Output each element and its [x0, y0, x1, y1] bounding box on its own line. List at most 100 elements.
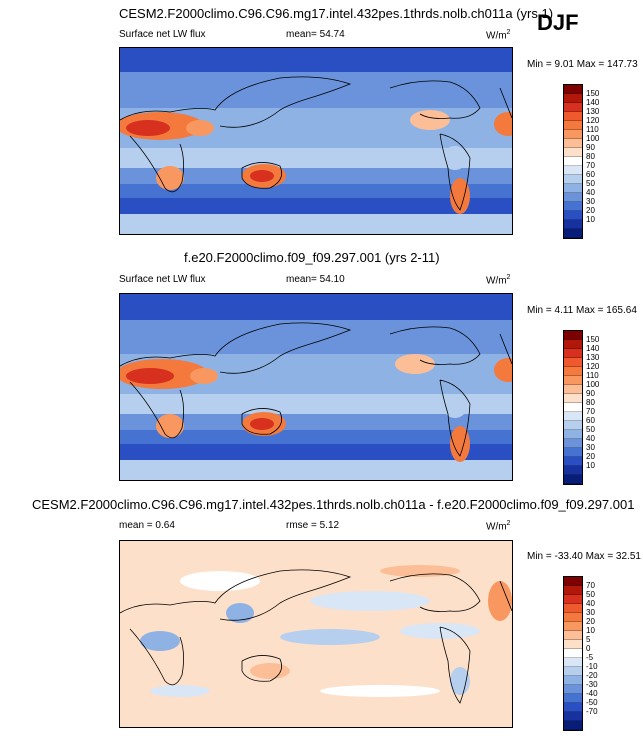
colorbar-swatch — [564, 604, 582, 613]
panel-2-mean-label: mean= 54.10 — [286, 274, 345, 285]
colorbar-label: 30 — [586, 443, 595, 452]
colorbar-label: 60 — [586, 170, 595, 179]
colorbar-label: 100 — [586, 380, 600, 389]
panel-3-rmse-label: rmse = 5.12 — [286, 520, 340, 531]
colorbar-label: 40 — [586, 599, 595, 608]
colorbar-label: 80 — [586, 398, 595, 407]
colorbar-swatch — [564, 94, 582, 103]
colorbar-label: 20 — [586, 452, 595, 461]
colorbar-swatch — [564, 148, 582, 157]
colorbar-label: 110 — [586, 371, 599, 380]
colorbar-swatch — [564, 166, 582, 175]
panel-2-minmax: Min = 4.11 Max = 165.64 — [527, 305, 637, 316]
colorbar-swatch — [564, 394, 582, 403]
panel-2-field-label: Surface net LW flux — [119, 274, 206, 285]
colorbar-swatch — [564, 367, 582, 376]
colorbar-label: -70 — [586, 707, 598, 716]
colorbar-swatch — [564, 694, 582, 703]
colorbar-swatch — [564, 613, 582, 622]
colorbar-label: 90 — [586, 389, 595, 398]
colorbar-swatch — [564, 721, 582, 730]
colorbar-label: -5 — [586, 653, 594, 662]
colorbar-swatch — [564, 466, 582, 475]
colorbar-swatch — [564, 430, 582, 439]
colorbar-label: -20 — [586, 671, 598, 680]
colorbar-label: 40 — [586, 188, 595, 197]
colorbar-swatch — [564, 349, 582, 358]
panel-3-mean-label: mean = 0.64 — [119, 520, 175, 531]
colorbar-label: 10 — [586, 215, 595, 224]
colorbar-swatch — [564, 577, 582, 586]
colorbar-swatch — [564, 622, 582, 631]
colorbar-swatch — [564, 193, 582, 202]
colorbar-swatch — [564, 685, 582, 694]
colorbar-swatch — [564, 631, 582, 640]
colorbar-label: 40 — [586, 434, 595, 443]
colorbar-label: 50 — [586, 590, 595, 599]
colorbar-label: 60 — [586, 416, 595, 425]
colorbar-label: -10 — [586, 662, 598, 671]
colorbar-swatch — [564, 211, 582, 220]
colorbar-label: 50 — [586, 179, 595, 188]
colorbar-swatch — [564, 412, 582, 421]
colorbar-swatch — [564, 712, 582, 721]
colorbar-swatch — [564, 220, 582, 229]
panel-1-colorbar: 150 140 130 120 110 100 90 80 70 60 50 40 30 20 10 — [563, 84, 599, 239]
panel-1-mean-label: mean= 54.74 — [286, 29, 345, 40]
colorbar-label: -50 — [586, 698, 598, 707]
colorbar-swatch — [564, 229, 582, 238]
colorbar-swatch — [564, 358, 582, 367]
colorbar-swatch — [564, 448, 582, 457]
colorbar-label: 130 — [586, 107, 600, 116]
colorbar-label: 20 — [586, 617, 595, 626]
colorbar-swatch — [564, 139, 582, 148]
colorbar-label: 70 — [586, 407, 595, 416]
panel-1-field-label: Surface net LW flux — [119, 29, 206, 40]
colorbar-swatch — [564, 595, 582, 604]
colorbar-swatch — [564, 457, 582, 466]
colorbar-swatch — [564, 649, 582, 658]
colorbar-swatch — [564, 112, 582, 121]
colorbar-label: 130 — [586, 353, 600, 362]
panel-1-map — [119, 47, 513, 235]
panel-2-colorbar: 150 140 130 120 110 100 90 80 70 60 50 40 30 20 10 — [563, 330, 599, 485]
colorbar-swatch — [564, 340, 582, 349]
colorbar-label: 100 — [586, 134, 600, 143]
colorbar-swatch — [564, 703, 582, 712]
colorbar-label: 30 — [586, 608, 595, 617]
season-label: DJF — [537, 10, 579, 35]
panel-1-units: W/m2 — [486, 29, 511, 42]
colorbar-swatch — [564, 421, 582, 430]
colorbar-swatch — [564, 376, 582, 385]
colorbar-label: 50 — [586, 425, 595, 434]
colorbar-label: 80 — [586, 152, 595, 161]
colorbar-swatch — [564, 175, 582, 184]
panel-3-colorbar: 70 50 40 30 20 10 5 0 -5 -10 -20 -30 -40 -50 -70 — [563, 576, 598, 731]
colorbar-swatch — [564, 202, 582, 211]
colorbar-label: 90 — [586, 143, 595, 152]
colorbar-swatch — [564, 103, 582, 112]
colorbar-swatch — [564, 331, 582, 340]
colorbar-swatch — [564, 121, 582, 130]
colorbar-label: 150 — [586, 335, 600, 344]
colorbar-label: 30 — [586, 197, 595, 206]
colorbar-label: 150 — [586, 89, 600, 98]
colorbar-swatch — [564, 184, 582, 193]
colorbar-swatch — [564, 130, 582, 139]
panel-2-map — [119, 293, 513, 481]
colorbar-label: -40 — [586, 689, 598, 698]
colorbar-swatch — [564, 475, 582, 484]
colorbar-swatch — [564, 85, 582, 94]
panel-3-map — [119, 540, 513, 728]
colorbar-swatch — [564, 403, 582, 412]
panel-2-title: f.e20.F2000climo.f09_f09.297.001 (yrs 2-… — [184, 250, 440, 265]
colorbar-label: -30 — [586, 680, 598, 689]
colorbar-swatch — [564, 439, 582, 448]
colorbar-swatch — [564, 667, 582, 676]
panel-3-map-graphic — [120, 541, 512, 727]
colorbar-label: 10 — [586, 461, 595, 470]
colorbar-label: 70 — [586, 581, 595, 590]
panel-1-minmax: Min = 9.01 Max = 147.73 — [527, 59, 638, 70]
panel-3-units: W/m2 — [486, 520, 511, 533]
panel-3-title: CESM2.F2000climo.C96.C96.mg17.intel.432p… — [32, 497, 635, 512]
